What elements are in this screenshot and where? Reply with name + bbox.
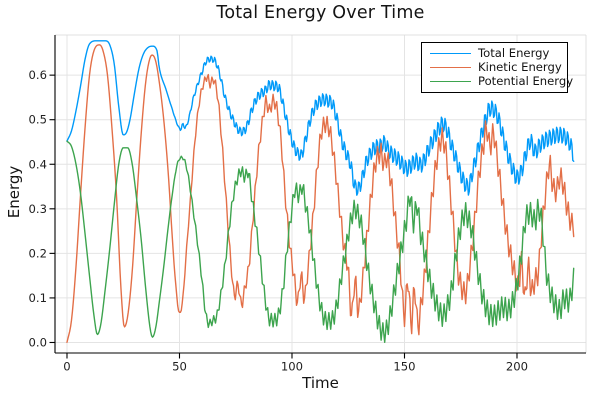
x-tick-label: 50 xyxy=(172,360,187,374)
legend-line-swatch xyxy=(430,66,471,68)
y-tick-label: 0.4 xyxy=(29,157,47,171)
legend: Total Energy Kinetic Energy Potential Ener… xyxy=(421,42,573,93)
legend-item: Potential Energy xyxy=(430,74,573,88)
x-tick-label: 150 xyxy=(393,360,415,374)
y-tick-label: 0.6 xyxy=(29,68,47,82)
legend-line-swatch xyxy=(430,80,471,82)
y-tick-label: 0.3 xyxy=(29,202,47,216)
legend-item: Kinetic Energy xyxy=(430,60,562,74)
axes-frame xyxy=(54,34,587,354)
x-tick-label: 100 xyxy=(281,360,303,374)
series-line-potential-energy xyxy=(66,140,575,343)
series-lines xyxy=(66,40,575,343)
y-tick-label: 0.0 xyxy=(29,335,47,349)
legend-item: Total Energy xyxy=(430,46,561,60)
legend-label: Total Energy xyxy=(478,46,550,60)
legend-label: Potential Energy xyxy=(478,74,574,88)
series-line-total-energy xyxy=(66,40,575,196)
y-axis: 0.0 0.1 0.2 0.3 0.4 0.5 0.6 xyxy=(29,68,55,349)
legend-line-swatch xyxy=(430,52,471,54)
y-tick-label: 0.1 xyxy=(29,291,47,305)
x-axis: 0 50 100 150 200 xyxy=(63,353,528,374)
y-tick-label: 0.2 xyxy=(29,246,47,260)
legend-label: Kinetic Energy xyxy=(478,60,562,74)
y-axis-label: Energy xyxy=(5,165,23,219)
y-tick-label: 0.5 xyxy=(29,113,47,127)
x-tick-label: 200 xyxy=(506,360,528,374)
chart-title: Total Energy Over Time xyxy=(216,3,425,23)
x-axis-label: Time xyxy=(302,374,339,392)
series-line-kinetic-energy xyxy=(66,44,575,343)
x-tick-label: 0 xyxy=(63,360,70,374)
